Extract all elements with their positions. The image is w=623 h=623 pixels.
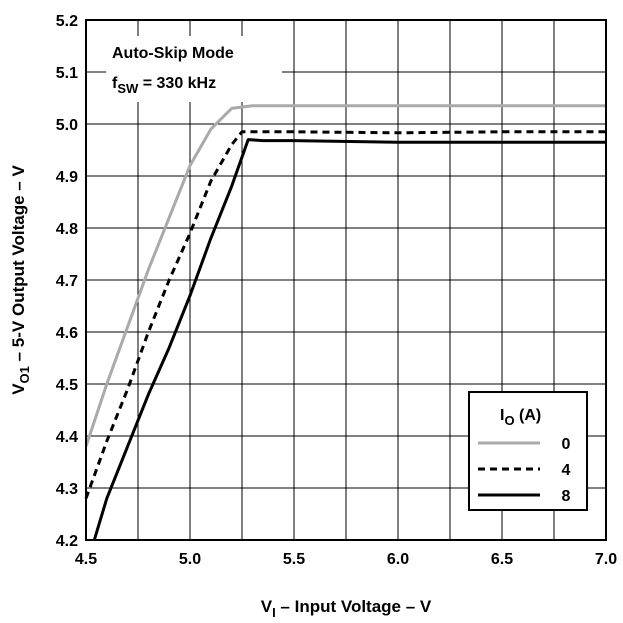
annotation-line2: fSW = 330 kHz — [112, 75, 216, 96]
legend-title-main: I — [500, 407, 504, 424]
y-tick-label: 5.2 — [56, 13, 78, 30]
x-tick-label: 7.0 — [595, 551, 617, 568]
y-tick-label: 4.6 — [56, 325, 78, 342]
y-tick-label: 4.2 — [56, 533, 78, 550]
annotation-line1: Auto-Skip Mode — [112, 45, 234, 62]
series-line-8 — [92, 138, 606, 541]
series-line-0 — [84, 104, 606, 447]
x-tick-labels: 4.5 5.0 5.5 6.0 6.5 7.0 — [75, 551, 617, 568]
y-axis-label-main: V — [9, 383, 28, 395]
legend-label-4: 4 — [562, 462, 571, 479]
legend-title-rest: (A) — [515, 407, 542, 424]
legend-items: 0 4 8 — [478, 436, 571, 505]
y-tick-label: 5.0 — [56, 117, 78, 134]
series-line-4 — [84, 130, 606, 499]
annotation-sub: SW — [117, 81, 139, 96]
y-axis-label-sub: O1 — [17, 366, 32, 383]
y-tick-label: 4.4 — [56, 429, 78, 446]
y-tick-label: 4.8 — [56, 221, 78, 238]
x-tick-label: 4.5 — [75, 551, 97, 568]
x-tick-label: 5.5 — [283, 551, 305, 568]
series-layer — [84, 104, 606, 541]
y-tick-labels: 4.2 4.3 4.4 4.5 4.6 4.7 4.8 4.9 5.0 5.1 5.2 — [56, 13, 78, 550]
y-tick-label: 4.7 — [56, 273, 78, 290]
x-tick-label: 5.0 — [179, 551, 201, 568]
y-tick-label: 4.5 — [56, 377, 78, 394]
legend-label-0: 0 — [562, 436, 571, 453]
legend-label-8: 8 — [562, 488, 571, 505]
annotation-f: f — [112, 75, 118, 92]
legend-box — [468, 391, 588, 511]
y-axis-label: VO1 – 5-V Output Voltage – V — [9, 165, 32, 395]
y-axis-label-rest: – 5-V Output Voltage – V — [9, 165, 28, 367]
y-tick-label: 4.3 — [56, 481, 78, 498]
y-tick-label: 5.1 — [56, 65, 78, 82]
y-tick-label: 4.9 — [56, 169, 78, 186]
legend-title-sub: O — [504, 413, 514, 428]
x-axis-label-rest: – Input Voltage – V — [276, 597, 432, 616]
legend-title: IO (A) — [500, 407, 541, 428]
x-axis-label: VI – Input Voltage – V — [261, 597, 432, 620]
annotation-box — [106, 36, 282, 102]
x-tick-label: 6.0 — [387, 551, 409, 568]
x-tick-label: 6.5 — [491, 551, 513, 568]
annotation-rest: = 330 kHz — [138, 75, 216, 92]
plot-frame — [85, 19, 607, 541]
x-axis-label-sub: I — [272, 605, 276, 620]
x-axis-label-main: V — [261, 597, 273, 616]
